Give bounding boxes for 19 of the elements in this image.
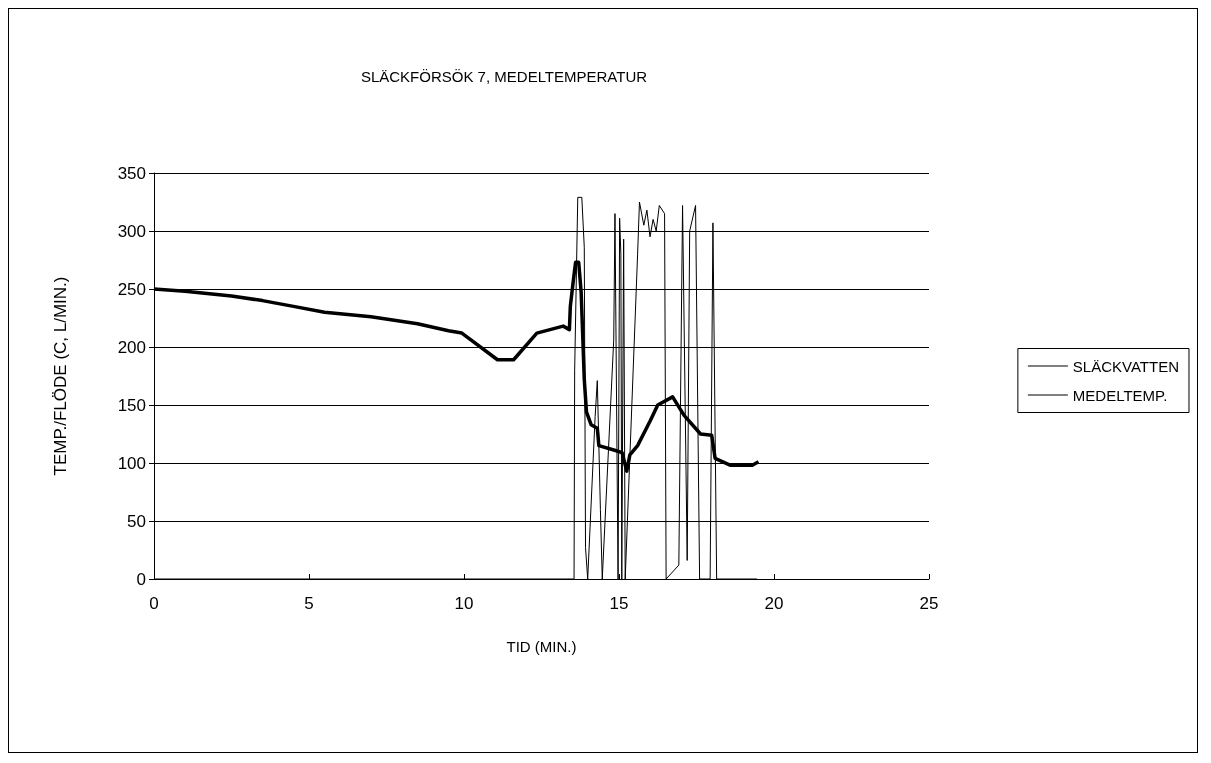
x-tick-label: 5 [304,594,314,613]
x-tick-label: 10 [454,594,474,613]
y-tick-label: 150 [117,395,146,415]
legend-label: SLÄCKVATTEN [1072,357,1180,375]
x-tick-label: 20 [764,594,784,613]
y-tick-label: 300 [117,221,146,241]
y-tick-label: 0 [136,569,146,589]
y-tick-label: 100 [117,453,146,473]
y-tick-label: 250 [117,279,146,299]
x-tick-label: 25 [919,594,939,613]
y-tick-label: 200 [117,337,146,357]
y-tick-label: 350 [117,163,146,183]
legend-label: MEDELTEMP. [1072,386,1168,404]
y-axis-title: TEMP./FLÖDE (C, L/MIN.) [51,276,70,476]
chart-title: SLÄCKFÖRSÖK 7, MEDELTEMPERATUR [360,68,648,85]
x-tick-label: 15 [609,594,629,613]
x-axis-title: TID (MIN.) [506,638,577,655]
x-tick-label: 0 [149,594,159,613]
y-tick-label: 50 [127,511,146,531]
